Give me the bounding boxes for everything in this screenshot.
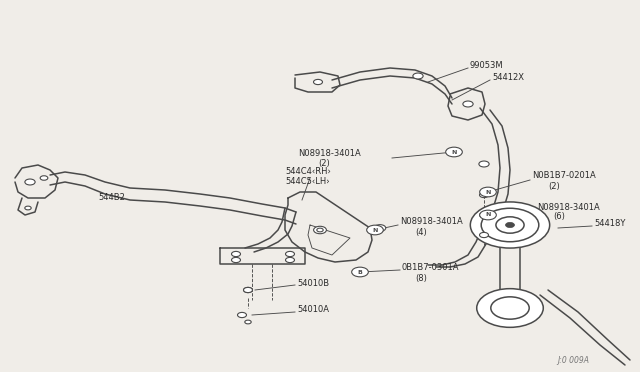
Circle shape: [477, 289, 543, 327]
Circle shape: [413, 73, 423, 79]
Text: N: N: [485, 189, 491, 195]
Circle shape: [244, 288, 253, 293]
Circle shape: [40, 176, 48, 180]
Circle shape: [367, 225, 383, 235]
Circle shape: [506, 222, 515, 228]
Circle shape: [352, 267, 369, 277]
Text: (4): (4): [415, 228, 427, 237]
Circle shape: [374, 225, 386, 231]
Circle shape: [479, 212, 488, 218]
Text: 544C4‹RH›: 544C4‹RH›: [285, 167, 331, 176]
Circle shape: [25, 179, 35, 185]
Circle shape: [479, 192, 488, 198]
Text: J:0 009A: J:0 009A: [557, 356, 589, 365]
Circle shape: [470, 202, 550, 248]
Text: 54412X: 54412X: [492, 74, 524, 83]
Text: N: N: [451, 150, 457, 154]
Text: N08918-3401A: N08918-3401A: [400, 218, 463, 227]
Text: 99053M: 99053M: [470, 61, 504, 70]
Text: N08918-3401A: N08918-3401A: [298, 148, 361, 157]
Circle shape: [481, 208, 539, 242]
Circle shape: [479, 232, 488, 238]
Circle shape: [445, 147, 462, 157]
Text: 54010B: 54010B: [297, 279, 329, 288]
Text: N: N: [485, 212, 491, 218]
Circle shape: [479, 161, 489, 167]
Circle shape: [244, 288, 253, 293]
Circle shape: [491, 297, 529, 319]
Text: N08918-3401A: N08918-3401A: [537, 202, 600, 212]
Circle shape: [480, 187, 497, 197]
Circle shape: [463, 101, 473, 107]
Text: 544C5‹LH›: 544C5‹LH›: [285, 177, 330, 186]
Text: (8): (8): [415, 273, 427, 282]
Text: 54418Y: 54418Y: [594, 219, 625, 228]
Text: N: N: [372, 228, 378, 232]
Text: (2): (2): [318, 158, 330, 167]
Circle shape: [314, 79, 323, 84]
Text: (6): (6): [553, 212, 565, 221]
Text: (2): (2): [548, 182, 560, 190]
Circle shape: [25, 206, 31, 210]
Circle shape: [232, 257, 241, 263]
Circle shape: [285, 257, 294, 263]
Text: 544B2: 544B2: [98, 193, 125, 202]
Circle shape: [232, 251, 241, 257]
Circle shape: [314, 226, 326, 234]
Text: 54010A: 54010A: [297, 305, 329, 314]
Circle shape: [317, 228, 323, 232]
Text: N0B1B7-0201A: N0B1B7-0201A: [532, 171, 596, 180]
Circle shape: [496, 217, 524, 233]
Circle shape: [237, 312, 246, 318]
Circle shape: [480, 210, 497, 220]
Circle shape: [245, 320, 251, 324]
Circle shape: [285, 251, 294, 257]
Text: B: B: [358, 269, 362, 275]
Text: 0B1B7-0301A: 0B1B7-0301A: [402, 263, 460, 273]
